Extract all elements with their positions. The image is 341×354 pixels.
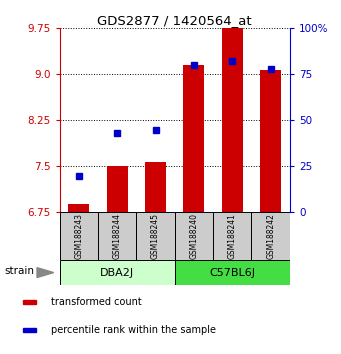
Bar bbox=[183, 65, 205, 212]
Bar bbox=[98, 212, 136, 260]
Text: strain: strain bbox=[5, 266, 35, 276]
Text: GSM188240: GSM188240 bbox=[190, 213, 198, 259]
Text: GSM188243: GSM188243 bbox=[74, 213, 83, 259]
Bar bbox=[145, 162, 166, 212]
Title: GDS2877 / 1420564_at: GDS2877 / 1420564_at bbox=[98, 14, 252, 27]
Bar bbox=[60, 260, 175, 285]
Bar bbox=[251, 212, 290, 260]
Bar bbox=[107, 166, 128, 212]
Text: GSM188241: GSM188241 bbox=[228, 213, 237, 259]
Bar bbox=[136, 212, 175, 260]
Bar bbox=[213, 212, 251, 260]
Text: GSM188244: GSM188244 bbox=[113, 213, 122, 259]
Bar bbox=[68, 204, 89, 212]
Bar bbox=[175, 260, 290, 285]
Text: C57BL6J: C57BL6J bbox=[209, 268, 255, 278]
Text: GSM188242: GSM188242 bbox=[266, 213, 275, 259]
Text: transformed count: transformed count bbox=[51, 297, 142, 307]
Bar bbox=[23, 299, 36, 304]
Bar bbox=[175, 212, 213, 260]
Bar bbox=[222, 28, 243, 212]
Text: percentile rank within the sample: percentile rank within the sample bbox=[51, 325, 216, 335]
Polygon shape bbox=[37, 268, 54, 278]
Bar bbox=[23, 328, 36, 332]
Bar bbox=[60, 212, 98, 260]
Text: DBA2J: DBA2J bbox=[100, 268, 134, 278]
Bar bbox=[260, 70, 281, 212]
Text: GSM188245: GSM188245 bbox=[151, 213, 160, 259]
